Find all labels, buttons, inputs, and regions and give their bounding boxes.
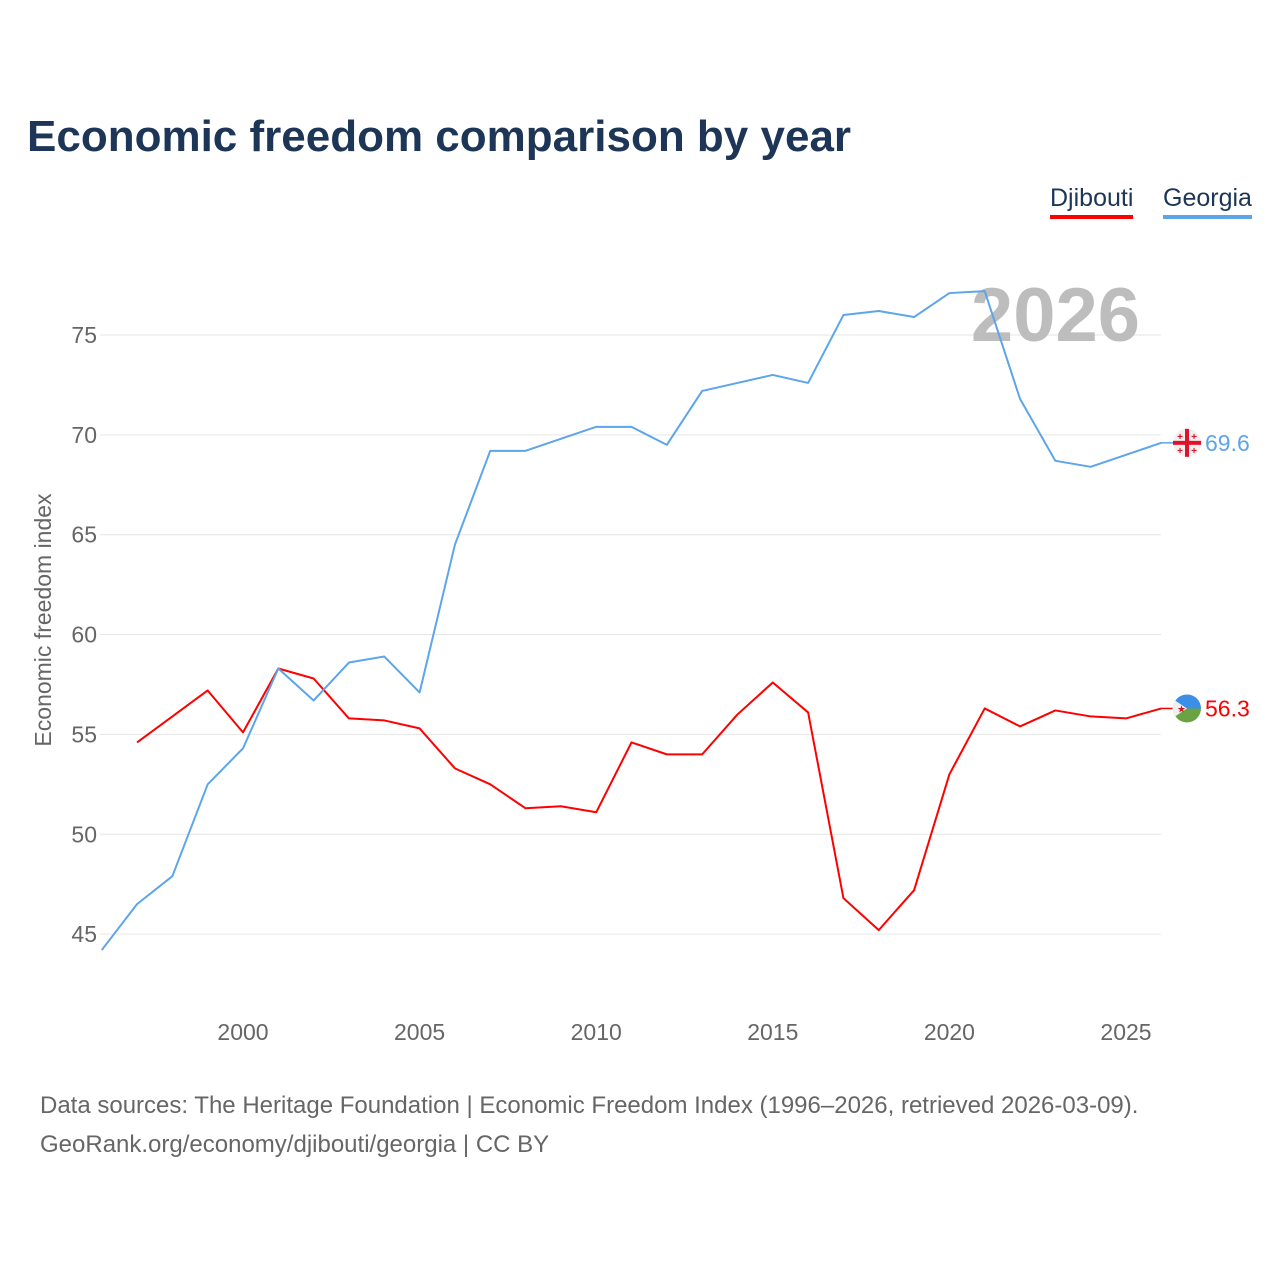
legend-djibouti[interactable]: Djibouti — [1050, 184, 1134, 219]
x-tick-label: 2010 — [571, 1019, 622, 1045]
year-watermark: 2026 — [971, 273, 1140, 358]
flag-cross — [1185, 428, 1189, 457]
x-tick-label: 2000 — [217, 1019, 268, 1045]
flag-triangle — [1172, 700, 1187, 717]
y-tick-label: 55 — [71, 721, 97, 747]
series-line-djibouti — [136, 667, 1162, 932]
y-axis-label: Economic freedom index — [30, 493, 56, 747]
x-tick-label: 2005 — [394, 1019, 445, 1045]
credit-text[interactable]: GeoRank.org/economy/djibouti/georgia | C… — [40, 1131, 550, 1158]
y-tick-label: 60 — [71, 622, 97, 648]
x-tick-label: 2015 — [747, 1019, 798, 1045]
flag-small-cross: + — [1191, 446, 1197, 457]
y-tick-label: 50 — [71, 821, 97, 847]
source-text: Data sources: The Heritage Foundation | … — [40, 1092, 1139, 1119]
y-tick-label: 45 — [71, 921, 97, 947]
y-tick-label: 70 — [71, 422, 97, 448]
x-tick-label: 2025 — [1100, 1019, 1151, 1045]
y-tick-label: 65 — [71, 522, 97, 548]
flag-star: ★ — [1177, 704, 1186, 715]
series-line-georgia — [100, 290, 1162, 951]
legend-georgia[interactable]: Georgia — [1163, 184, 1252, 219]
x-tick-label: 2020 — [924, 1019, 975, 1045]
y-tick-label: 75 — [71, 322, 97, 348]
end-value-label: 56.3 — [1205, 695, 1250, 721]
flag-small-cross: + — [1177, 432, 1183, 443]
footer: Data sources: The Heritage Foundation | … — [40, 1086, 1138, 1164]
end-value-label: 69.6 — [1205, 430, 1250, 456]
flag-small-cross: + — [1177, 446, 1183, 457]
flag-small-cross: + — [1191, 432, 1197, 443]
chart-title: Economic freedom comparison by year — [27, 112, 852, 161]
